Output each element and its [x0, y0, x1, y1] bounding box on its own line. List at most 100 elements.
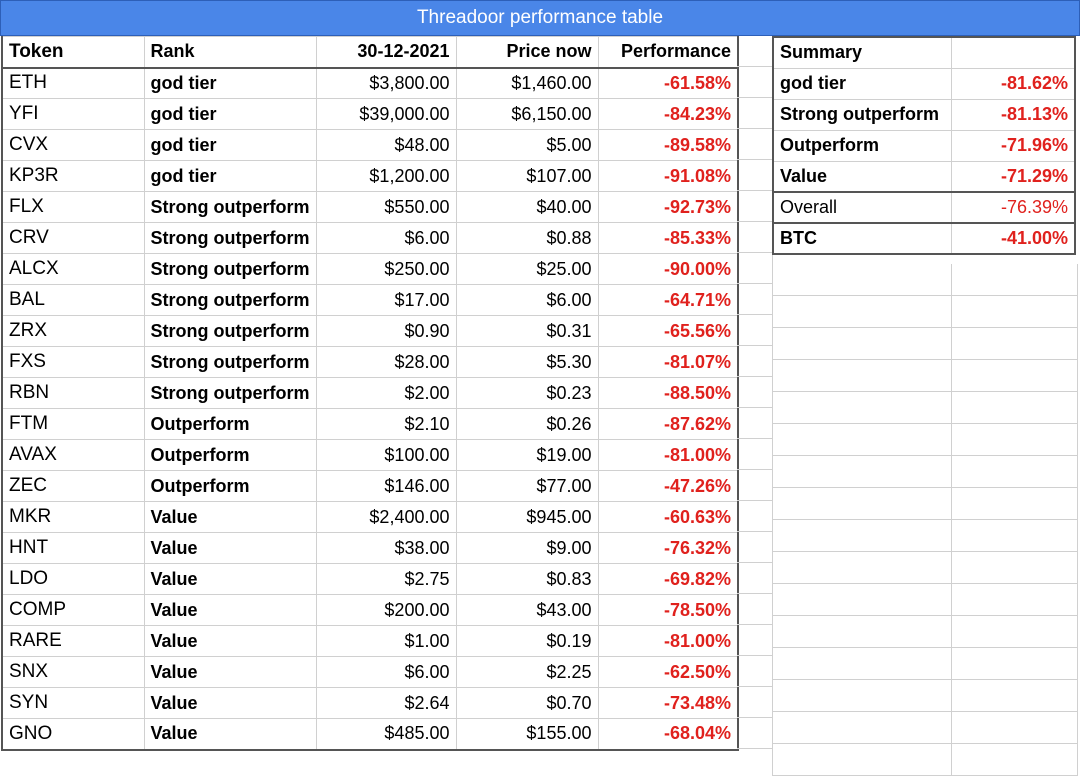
- empty-cell[interactable]: [737, 222, 772, 253]
- empty-cell[interactable]: [737, 160, 772, 191]
- empty-cell[interactable]: [773, 680, 952, 711]
- token-cell[interactable]: CRV: [1, 222, 145, 254]
- empty-cell[interactable]: [737, 656, 772, 687]
- token-cell[interactable]: ETH: [1, 67, 145, 99]
- price-now-cell[interactable]: $2.25: [455, 656, 599, 688]
- rank-cell[interactable]: Value: [143, 718, 317, 750]
- empty-cell[interactable]: [737, 67, 772, 98]
- rank-cell[interactable]: Value: [143, 532, 317, 564]
- rank-cell[interactable]: Value: [143, 501, 317, 533]
- price-now-cell[interactable]: $6,150.00: [455, 98, 599, 130]
- price-then-cell[interactable]: $0.90: [315, 315, 457, 347]
- column-header-token[interactable]: Token: [1, 36, 145, 68]
- empty-cell[interactable]: [737, 346, 772, 377]
- performance-cell[interactable]: -60.63%: [597, 501, 739, 533]
- price-now-cell[interactable]: $6.00: [455, 284, 599, 316]
- empty-cell[interactable]: [737, 129, 772, 160]
- rank-cell[interactable]: god tier: [143, 98, 317, 130]
- summary-value-cell[interactable]: -71.29%: [950, 160, 1076, 193]
- summary-header-blank[interactable]: [950, 36, 1076, 69]
- empty-cell[interactable]: [737, 563, 772, 594]
- performance-cell[interactable]: -84.23%: [597, 98, 739, 130]
- performance-cell[interactable]: -92.73%: [597, 191, 739, 223]
- price-now-cell[interactable]: $0.70: [455, 687, 599, 719]
- rank-cell[interactable]: god tier: [143, 129, 317, 161]
- price-then-cell[interactable]: $2,400.00: [315, 501, 457, 533]
- empty-cell[interactable]: [737, 625, 772, 656]
- price-then-cell[interactable]: $550.00: [315, 191, 457, 223]
- price-then-cell[interactable]: $6.00: [315, 222, 457, 254]
- token-cell[interactable]: RARE: [1, 625, 145, 657]
- summary-label-cell[interactable]: Value: [772, 160, 952, 193]
- summary-value-cell[interactable]: -81.62%: [950, 67, 1076, 100]
- empty-cell[interactable]: [737, 284, 772, 315]
- performance-cell[interactable]: -87.62%: [597, 408, 739, 440]
- rank-cell[interactable]: Strong outperform: [143, 222, 317, 254]
- rank-cell[interactable]: god tier: [143, 160, 317, 192]
- price-now-cell[interactable]: $0.19: [455, 625, 599, 657]
- summary-label-cell[interactable]: god tier: [772, 67, 952, 100]
- price-then-cell[interactable]: $146.00: [315, 470, 457, 502]
- rank-cell[interactable]: Strong outperform: [143, 253, 317, 285]
- empty-cell[interactable]: [737, 439, 772, 470]
- price-then-cell[interactable]: $2.75: [315, 563, 457, 595]
- performance-cell[interactable]: -78.50%: [597, 594, 739, 626]
- performance-cell[interactable]: -89.58%: [597, 129, 739, 161]
- price-then-cell[interactable]: $1.00: [315, 625, 457, 657]
- price-then-cell[interactable]: $39,000.00: [315, 98, 457, 130]
- token-cell[interactable]: COMP: [1, 594, 145, 626]
- price-now-cell[interactable]: $43.00: [455, 594, 599, 626]
- rank-cell[interactable]: Strong outperform: [143, 315, 317, 347]
- price-now-cell[interactable]: $77.00: [455, 470, 599, 502]
- empty-cell[interactable]: [737, 532, 772, 563]
- empty-cell[interactable]: [737, 408, 772, 439]
- token-cell[interactable]: FLX: [1, 191, 145, 223]
- price-then-cell[interactable]: $38.00: [315, 532, 457, 564]
- price-then-cell[interactable]: $250.00: [315, 253, 457, 285]
- price-now-cell[interactable]: $945.00: [455, 501, 599, 533]
- column-header-rank[interactable]: Rank: [143, 36, 317, 68]
- rank-cell[interactable]: god tier: [143, 67, 317, 99]
- empty-cell[interactable]: [773, 328, 952, 359]
- token-cell[interactable]: LDO: [1, 563, 145, 595]
- token-cell[interactable]: ZEC: [1, 470, 145, 502]
- column-header-performance[interactable]: Performance: [597, 36, 739, 68]
- empty-cell[interactable]: [737, 470, 772, 501]
- empty-cell[interactable]: [737, 315, 772, 346]
- empty-cell[interactable]: [737, 718, 772, 749]
- empty-cell[interactable]: [773, 552, 952, 583]
- summary-value-cell[interactable]: -71.96%: [950, 129, 1076, 162]
- empty-cell[interactable]: [737, 191, 772, 222]
- token-cell[interactable]: FXS: [1, 346, 145, 378]
- price-now-cell[interactable]: $0.31: [455, 315, 599, 347]
- empty-cell[interactable]: [773, 456, 952, 487]
- empty-cell[interactable]: [737, 253, 772, 284]
- performance-cell[interactable]: -61.58%: [597, 67, 739, 99]
- performance-cell[interactable]: -81.00%: [597, 625, 739, 657]
- summary-value-cell[interactable]: -76.39%: [950, 191, 1076, 224]
- rank-cell[interactable]: Value: [143, 656, 317, 688]
- empty-cell[interactable]: [773, 744, 952, 775]
- performance-cell[interactable]: -81.00%: [597, 439, 739, 471]
- rank-cell[interactable]: Strong outperform: [143, 377, 317, 409]
- performance-cell[interactable]: -62.50%: [597, 656, 739, 688]
- token-cell[interactable]: HNT: [1, 532, 145, 564]
- token-cell[interactable]: FTM: [1, 408, 145, 440]
- performance-cell[interactable]: -90.00%: [597, 253, 739, 285]
- summary-label-cell[interactable]: Strong outperform: [772, 98, 952, 131]
- token-cell[interactable]: KP3R: [1, 160, 145, 192]
- rank-cell[interactable]: Strong outperform: [143, 284, 317, 316]
- price-now-cell[interactable]: $40.00: [455, 191, 599, 223]
- rank-cell[interactable]: Value: [143, 563, 317, 595]
- performance-cell[interactable]: -69.82%: [597, 563, 739, 595]
- price-now-cell[interactable]: $0.83: [455, 563, 599, 595]
- price-now-cell[interactable]: $155.00: [455, 718, 599, 750]
- price-then-cell[interactable]: $48.00: [315, 129, 457, 161]
- token-cell[interactable]: BAL: [1, 284, 145, 316]
- token-cell[interactable]: MKR: [1, 501, 145, 533]
- empty-cell[interactable]: [737, 36, 772, 67]
- performance-cell[interactable]: -88.50%: [597, 377, 739, 409]
- empty-cell[interactable]: [737, 594, 772, 625]
- price-now-cell[interactable]: $0.23: [455, 377, 599, 409]
- price-now-cell[interactable]: $0.26: [455, 408, 599, 440]
